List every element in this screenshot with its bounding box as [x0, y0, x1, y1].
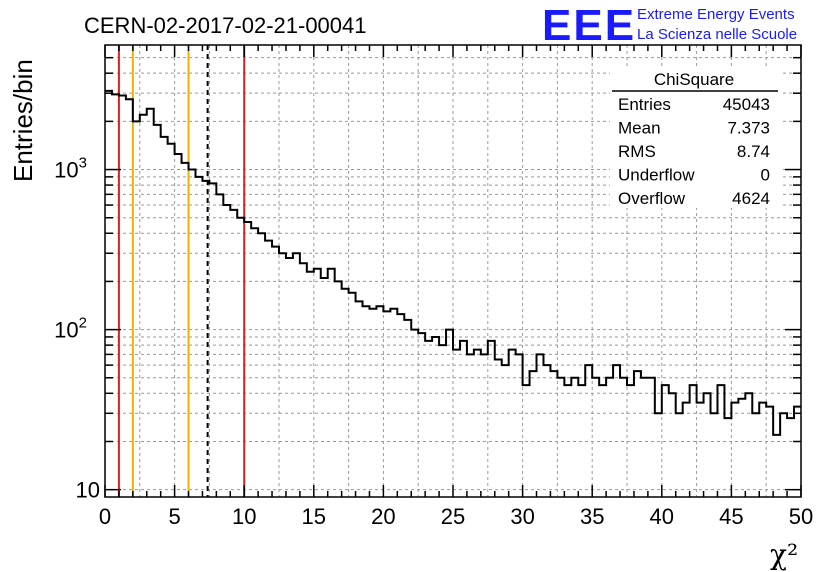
stats-title: ChiSquare: [654, 70, 734, 89]
histogram-series: [105, 89, 801, 436]
x-tick-label: 20: [371, 504, 395, 529]
stats-row-label: Mean: [618, 119, 661, 138]
x-tick-label: 40: [650, 504, 674, 529]
y-tick-label: 102: [54, 315, 87, 343]
eee-logo: EEE: [542, 1, 636, 50]
y-tick-label: 10: [76, 478, 100, 503]
stats-row-value: 7.373: [727, 119, 770, 138]
x-tick-label: 50: [789, 504, 813, 529]
marker-lines: [117, 45, 246, 497]
stats-row-value: 45043: [723, 95, 770, 114]
x-tick-label: 30: [510, 504, 534, 529]
stats-row-value: 0: [761, 166, 770, 185]
stats-row-label: Entries: [618, 95, 671, 114]
stats-row-label: Overflow: [618, 189, 686, 208]
stats-row-value: 8.74: [737, 142, 770, 161]
stats-row-label: Underflow: [618, 166, 695, 185]
run-title: CERN-02-2017-02-21-00041: [84, 13, 367, 38]
stats-box: ChiSquare Entries 45043 Mean 7.373 RMS 8.74 Un…: [610, 66, 780, 208]
x-tick-label: 25: [441, 504, 465, 529]
x-tick-label: 35: [580, 504, 604, 529]
y-axis-label: Entries/bin: [8, 59, 38, 182]
stats-box-bg: [610, 66, 780, 208]
stats-row-label: RMS: [618, 142, 656, 161]
logo-subtitle-1: Extreme Energy Events: [637, 6, 795, 23]
x-tick-label: 45: [719, 504, 743, 529]
x-tick-label: 15: [302, 504, 326, 529]
x-tick-label: 10: [232, 504, 256, 529]
x-tick-labels: 0 5 10 15 20 25 30 35 40 45 50: [99, 504, 813, 529]
y-tick-labels: 10 102 103: [54, 155, 100, 503]
axis-ticks: [104, 45, 802, 497]
x-axis-label: χ²: [770, 538, 798, 571]
y-tick-label: 103: [54, 155, 87, 183]
logo-subtitle-2: La Scienza nelle Scuole: [637, 26, 797, 43]
stats-row-value: 4624: [732, 189, 770, 208]
x-tick-label: 0: [99, 504, 111, 529]
x-tick-label: 5: [168, 504, 180, 529]
